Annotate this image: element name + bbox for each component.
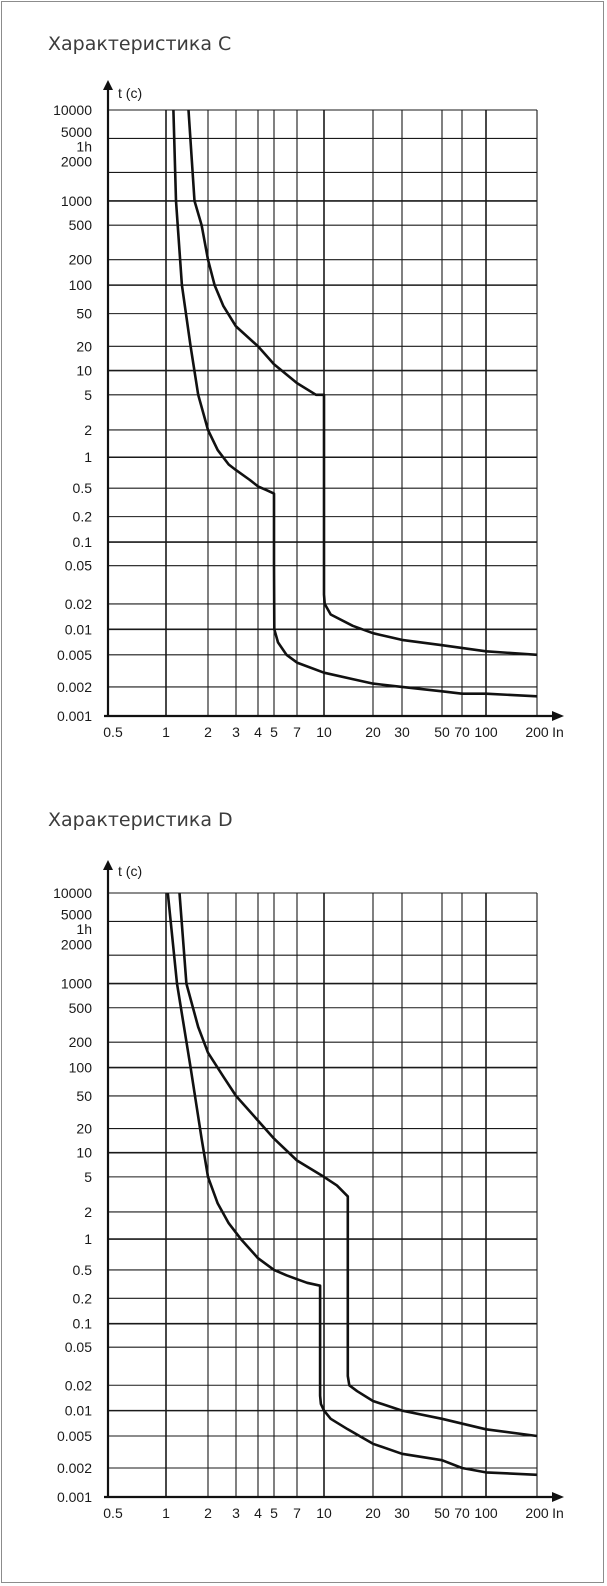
x-axis-unit: In [552,724,564,740]
x-tick-label: 50 [434,1505,450,1521]
x-tick-label: 10 [316,724,332,740]
y-axis-arrow [103,80,113,90]
chart-title: Характеристика C [48,33,231,55]
y-tick-label: 1000 [61,193,92,209]
y-tick-label: 0.005 [57,647,92,663]
y-tick-label: 0.1 [73,534,93,550]
y-tick-label: 20 [76,338,92,354]
x-tick-label: 50 [434,724,450,740]
y-tick-label: 100 [69,1060,93,1076]
x-tick-label: 200 [525,724,549,740]
y-tick-label: 0.1 [73,1316,93,1332]
x-tick-label: 5 [270,1505,278,1521]
x-tick-label: 20 [365,1505,381,1521]
y-tick-label: 0.05 [65,1339,92,1355]
x-axis-arrow [552,1492,564,1502]
x-tick-label: 3 [232,724,240,740]
y-tick-label: 1h [76,138,92,154]
y-axis-label: t (c) [118,85,142,101]
curve-lower-limit [166,892,538,1477]
y-tick-label: 0.5 [73,1262,93,1278]
y-tick-label: 5 [84,387,92,403]
y-tick-label: 20 [76,1121,92,1137]
y-tick-label: 0.2 [73,509,93,525]
curve-upper-limit [178,892,538,1438]
y-tick-label: 1h [76,921,92,937]
y-tick-label: 50 [76,1088,92,1104]
y-tick-label: 1000 [61,976,92,992]
x-tick-label: 70 [454,724,470,740]
x-tick-label: 0.5 [103,724,123,740]
x-tick-label: 1 [162,724,170,740]
y-tick-label: 0.001 [57,708,92,724]
y-tick-label: 0.01 [65,1403,92,1419]
y-tick-label: 500 [69,1000,93,1016]
x-tick-label: 5 [270,724,278,740]
x-tick-label: 4 [254,1505,262,1521]
x-tick-label: 3 [232,1505,240,1521]
chart-c: Характеристика Ct (c)1000050001h20001000… [48,33,564,740]
y-tick-label: 0.01 [65,621,92,637]
x-tick-label: 0.5 [103,1505,123,1521]
y-tick-label: 5 [84,1169,92,1185]
y-tick-label: 0.02 [65,596,92,612]
y-axis-label: t (c) [118,863,142,879]
y-tick-label: 200 [69,1034,93,1050]
y-tick-label: 100 [69,277,93,293]
y-tick-label: 0.005 [57,1428,92,1444]
x-tick-label: 200 [525,1505,549,1521]
x-tick-label: 4 [254,724,262,740]
y-tick-label: 2 [84,1204,92,1220]
y-tick-label: 0.2 [73,1290,93,1306]
x-tick-label: 100 [474,1505,498,1521]
y-tick-label: 5000 [61,124,92,140]
y-tick-label: 2000 [61,154,92,170]
grid [108,109,538,717]
y-tick-label: 2000 [61,936,92,952]
y-tick-label: 2 [84,422,92,438]
chart-d: Характеристика Dt (c)1000050001h20001000… [48,809,564,1521]
x-tick-label: 2 [204,724,212,740]
x-tick-label: 30 [394,1505,410,1521]
y-tick-label: 0.002 [57,679,92,695]
x-tick-label: 30 [394,724,410,740]
grid [108,892,538,1498]
y-tick-label: 1 [84,449,92,465]
x-tick-label: 10 [316,1505,332,1521]
y-tick-label: 500 [69,217,93,233]
y-tick-label: 0.001 [57,1489,92,1505]
y-tick-label: 5000 [61,907,92,923]
y-tick-label: 0.002 [57,1460,92,1476]
y-tick-label: 10 [76,363,92,379]
y-tick-label: 10000 [53,885,92,901]
y-tick-label: 0.05 [65,558,92,574]
x-tick-label: 20 [365,724,381,740]
curve-lower-limit [172,109,538,698]
x-tick-label: 2 [204,1505,212,1521]
x-tick-label: 100 [474,724,498,740]
x-tick-label: 7 [293,724,301,740]
y-tick-label: 0.02 [65,1377,92,1393]
y-tick-label: 10000 [53,102,92,118]
y-axis-arrow [103,860,113,870]
x-tick-label: 70 [454,1505,470,1521]
y-tick-label: 200 [69,252,93,268]
x-axis-unit: In [552,1505,564,1521]
chart-title: Характеристика D [48,809,233,831]
x-axis-arrow [552,711,564,721]
x-tick-label: 7 [293,1505,301,1521]
y-tick-label: 10 [76,1145,92,1161]
x-tick-label: 1 [162,1505,170,1521]
curve-upper-limit [187,109,538,657]
y-tick-label: 1 [84,1231,92,1247]
y-tick-label: 0.5 [73,480,93,496]
y-tick-label: 50 [76,306,92,322]
